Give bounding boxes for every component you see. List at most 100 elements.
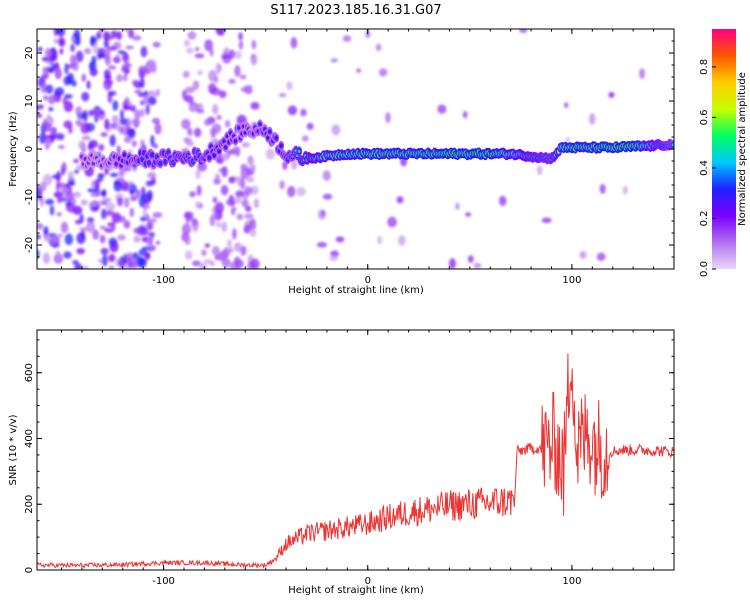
spectrogram-noise-blob [184,95,194,103]
spectrogram-noise-blob [300,108,307,117]
spectrogram-noise-blob [145,103,150,115]
spectrogram-noise-blob [100,132,109,138]
spectrogram-noise-blob [230,206,237,212]
spectrogram-noise-blob [45,137,52,148]
spectrogram-noise-blob [197,70,203,76]
spectrogram-noise-blob [125,45,134,50]
spectrogram-noise-blob [331,124,341,136]
spectrogram-noise-blob [181,223,192,236]
spectrogram-y-tick-label: -20 [24,237,35,253]
spectrogram-noise-blob [146,221,154,231]
spectrogram-noise-blob [101,197,112,203]
spectrogram-noise-blob [342,35,352,43]
spectrogram-noise-blob [228,176,236,184]
spectrogram-noise-blob [150,176,156,185]
spectrogram-y-tick-label: -10 [24,189,35,205]
spectrogram-noise-blob [103,69,111,79]
spectrogram-noise-blob [473,262,482,269]
spectrogram-noise-blob [129,207,134,218]
spectrogram-noise-blob [55,181,60,193]
spectrogram-noise-blob [131,140,137,147]
spectrogram-noise-blob [105,210,115,216]
colorbar-tick-label: 0.2 [699,211,710,227]
spectrogram-ridge-core [147,161,151,165]
snr-y-tick-label: 400 [24,429,35,448]
spectrogram-noise-blob [75,119,83,127]
spectrogram-noise-blob [316,241,327,248]
spectrogram-noise-blob [221,166,228,178]
spectrogram-noise-blob [127,29,135,39]
spectrogram-noise-blob [74,263,83,269]
spectrogram-noise-blob [37,234,42,240]
spectrogram-noise-blob [42,252,51,264]
spectrogram-noise-blob [41,72,49,80]
spectrogram-noise-blob [204,39,214,52]
spectrogram-noise-blob [154,122,162,135]
spectrogram-noise-blob [42,94,49,101]
spectrogram-noise-blob [129,187,134,196]
spectrogram-noise-blob [306,122,314,130]
spectrogram-noise-blob [137,257,147,269]
spectrogram-noise-blob [322,170,331,181]
spectrogram-noise-blob [622,185,628,195]
spectrogram-noise-blob [322,193,333,200]
spectrogram-noise-blob [321,209,326,217]
spectrogram-noise-blob [398,235,406,246]
spectrogram-noise-blob [155,88,160,97]
spectrogram-noise-blob [588,113,596,125]
spectrogram-noise-blob [122,52,129,63]
spectrogram-noise-blob [462,110,468,119]
spectrogram-noise-blob [117,234,126,241]
spectrogram-noise-blob [104,118,110,131]
spectrogram-noise-blob [195,201,201,209]
spectrogram-noise-blob [152,41,161,48]
spectrogram-noise-blob [218,90,227,99]
spectrogram-noise-blob [82,266,89,269]
spectrogram-noise-blob [124,96,130,106]
spectrogram-ridge-core [163,160,167,164]
spectrogram-noise-blob [117,50,126,55]
spectrogram-noise-blob [37,46,43,52]
spectrogram-noise-blob [238,40,244,50]
spectrogram-noise-blob [541,217,552,224]
spectrogram-noise-blob [196,109,205,114]
spectrogram-noise-blob [37,222,44,230]
spectrogram-noise-blob [287,105,298,116]
spectrogram-noise-blob [148,218,157,223]
spectrogram-noise-blob [240,163,248,171]
spectrogram-noise-blob [99,234,106,244]
spectrogram-noise-blob [209,214,216,227]
spectrogram-noise-blob [81,73,86,82]
spectrogram-noise-blob [67,170,74,181]
spectrogram-noise-blob [99,29,105,33]
spectrogram-noise-blob [118,256,126,269]
spectrogram-noise-blob [220,185,229,196]
spectrogram-noise-blob [88,201,99,207]
spectrogram-ridge-core [222,139,226,143]
spectrogram-noise-blob [61,161,67,173]
spectrogram-noise-blob [103,38,110,49]
spectrogram-noise-blob [44,198,55,205]
spectrogram-noise-blob [125,68,131,74]
spectrogram-noise-blob [56,233,64,238]
spectrogram-noise-blob [231,228,237,240]
spectrogram-ridge-core [140,157,144,161]
spectrogram-noise-blob [73,191,81,198]
spectrogram-noise-blob [124,29,129,32]
spectrogram-noise-blob [127,128,136,139]
spectrogram-noise-blob [129,195,138,202]
spectrogram-noise-blob [63,75,72,86]
spectrogram-noise-blob [105,202,116,211]
spectrogram-noise-blob [92,229,100,240]
spectrogram-noise-blob [193,127,202,138]
spectrogram-noise-blob [37,113,43,118]
spectrogram-ridge-core [150,153,154,157]
spectrogram-noise-blob [192,225,199,233]
spectrogram-noise-blob [124,264,129,269]
spectrogram-noise-blob [98,53,106,58]
spectrogram-noise-blob [396,196,404,204]
spectrogram-noise-blob [88,109,95,117]
spectrogram-noise-blob [498,195,507,207]
spectrogram-noise-blob [249,229,257,237]
spectrogram-noise-blob [253,198,259,209]
